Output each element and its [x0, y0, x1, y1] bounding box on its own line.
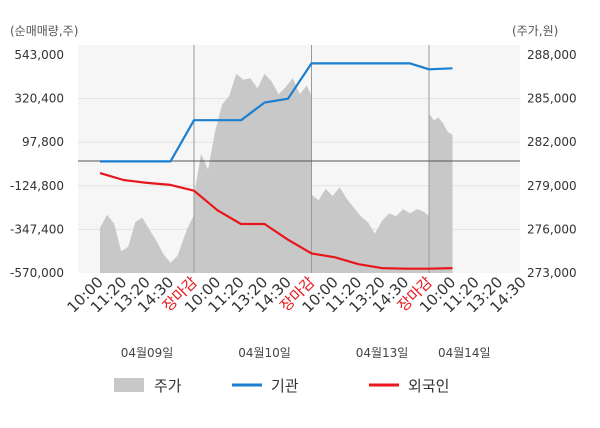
- flow-lines: [99, 62, 453, 270]
- legend: 주가 기관 외국인: [114, 377, 449, 395]
- left-axis-unit: (순매매량,주): [10, 24, 78, 38]
- foreign-line: [99, 172, 453, 270]
- date-label: 04월09일: [121, 346, 174, 360]
- price-area-segment: [100, 214, 194, 273]
- left-tick-label: 320,400: [14, 92, 64, 106]
- legend-institution-label: 기관: [271, 377, 299, 395]
- left-tick-label: -347,400: [10, 222, 64, 236]
- left-axis-ticks: 543,000 320,400 97,800 -124,800 -347,400 -570…: [10, 48, 64, 280]
- right-tick-label: 273,000: [527, 266, 577, 280]
- price-area-segment: [429, 113, 453, 273]
- date-label: 04월10일: [238, 346, 291, 360]
- right-axis-unit: (주가,원): [512, 24, 558, 38]
- legend-price-label: 주가: [154, 377, 182, 395]
- right-axis-ticks: 288,000 285,000 282,000 279,000 276,000 273,0…: [527, 48, 577, 280]
- price-area-segment: [194, 73, 312, 274]
- left-tick-label: 543,000: [14, 48, 64, 62]
- left-tick-label: -124,800: [10, 179, 64, 193]
- institution-line: [100, 62, 453, 163]
- legend-price-swatch: [114, 378, 144, 392]
- left-tick-label: -570,000: [10, 266, 64, 280]
- price-area-segment: [311, 187, 429, 273]
- right-tick-label: 279,000: [527, 179, 577, 193]
- date-labels: 04월09일 04월10일 04월13일 04월14일: [121, 346, 491, 360]
- legend-foreign-label: 외국인: [408, 377, 449, 395]
- price-area-series: [100, 73, 453, 274]
- right-tick-label: 282,000: [527, 135, 577, 149]
- left-tick-label: 97,800: [22, 135, 64, 149]
- date-label: 04월14일: [438, 346, 491, 360]
- date-label: 04월13일: [356, 346, 409, 360]
- day-dividers: [193, 45, 430, 273]
- right-tick-label: 285,000: [527, 92, 577, 106]
- right-tick-label: 288,000: [527, 48, 577, 62]
- right-tick-label: 276,000: [527, 222, 577, 236]
